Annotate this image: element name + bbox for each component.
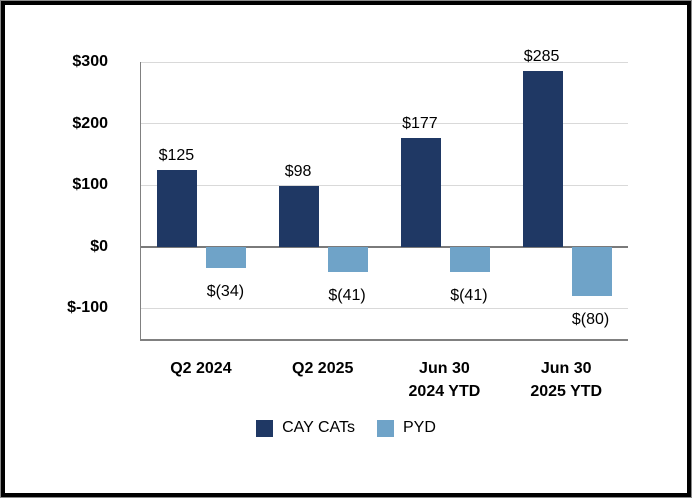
data-label: $(34)	[206, 282, 245, 300]
bar-pyd-jun-30-2024-ytd	[449, 246, 490, 272]
zero-axis-line	[141, 245, 628, 248]
category-label-line: Q2 2025	[292, 360, 354, 377]
bar-cay-cats-jun-30-2025-ytd	[522, 71, 563, 247]
category-label-line: Q2 2024	[170, 360, 232, 377]
y-tick-label: $100	[72, 176, 108, 194]
legend-label: CAY CATs	[282, 419, 355, 436]
legend-swatch-icon	[256, 419, 274, 437]
gridline	[141, 307, 628, 309]
gridline	[141, 123, 628, 125]
legend-label: PYD	[403, 419, 436, 436]
category-label-line: Jun 30	[419, 360, 470, 377]
data-label: $(41)	[450, 286, 488, 304]
category-label-jun-30-2025-ytd: Jun 30 2025 YTD	[505, 357, 627, 403]
category-label-line: 2024 YTD	[408, 383, 481, 400]
data-label: $(41)	[328, 286, 366, 304]
legend-item-pyd: PYD	[377, 419, 436, 437]
data-label: $177	[402, 114, 438, 132]
data-label: $(80)	[571, 310, 610, 328]
gridline	[141, 184, 628, 186]
y-tick-label: $0	[90, 237, 108, 255]
plot-area	[140, 61, 628, 341]
category-label-jun-30-2024-ytd: Jun 30 2024 YTD	[384, 357, 506, 403]
data-label: $98	[284, 163, 312, 181]
bar-pyd-q2-2024	[206, 246, 247, 268]
category-label-q2-2024: Q2 2024	[140, 357, 262, 380]
data-label: $125	[158, 146, 195, 164]
bar-cay-cats-jun-30-2024-ytd	[400, 137, 441, 247]
bar-cay-cats-q2-2025	[279, 186, 320, 247]
category-label-line: Jun 30	[540, 360, 592, 377]
category-label-q2-2025: Q2 2025	[262, 357, 384, 380]
y-tick-label: $-100	[67, 299, 108, 317]
data-label: $285	[523, 48, 560, 66]
bar-pyd-q2-2025	[328, 246, 369, 272]
gridline	[141, 61, 628, 63]
legend-item-cay-cats: CAY CATs	[256, 419, 355, 437]
category-label-line: 2025 YTD	[530, 383, 603, 400]
legend-swatch-icon	[377, 419, 394, 437]
bar-pyd-jun-30-2025-ytd	[571, 246, 612, 296]
y-tick-label: $200	[72, 114, 108, 132]
bar-cay-cats-q2-2024	[157, 169, 198, 247]
chart-legend: CAY CATs PYD	[5, 419, 687, 437]
y-tick-label: $300	[72, 53, 108, 70]
